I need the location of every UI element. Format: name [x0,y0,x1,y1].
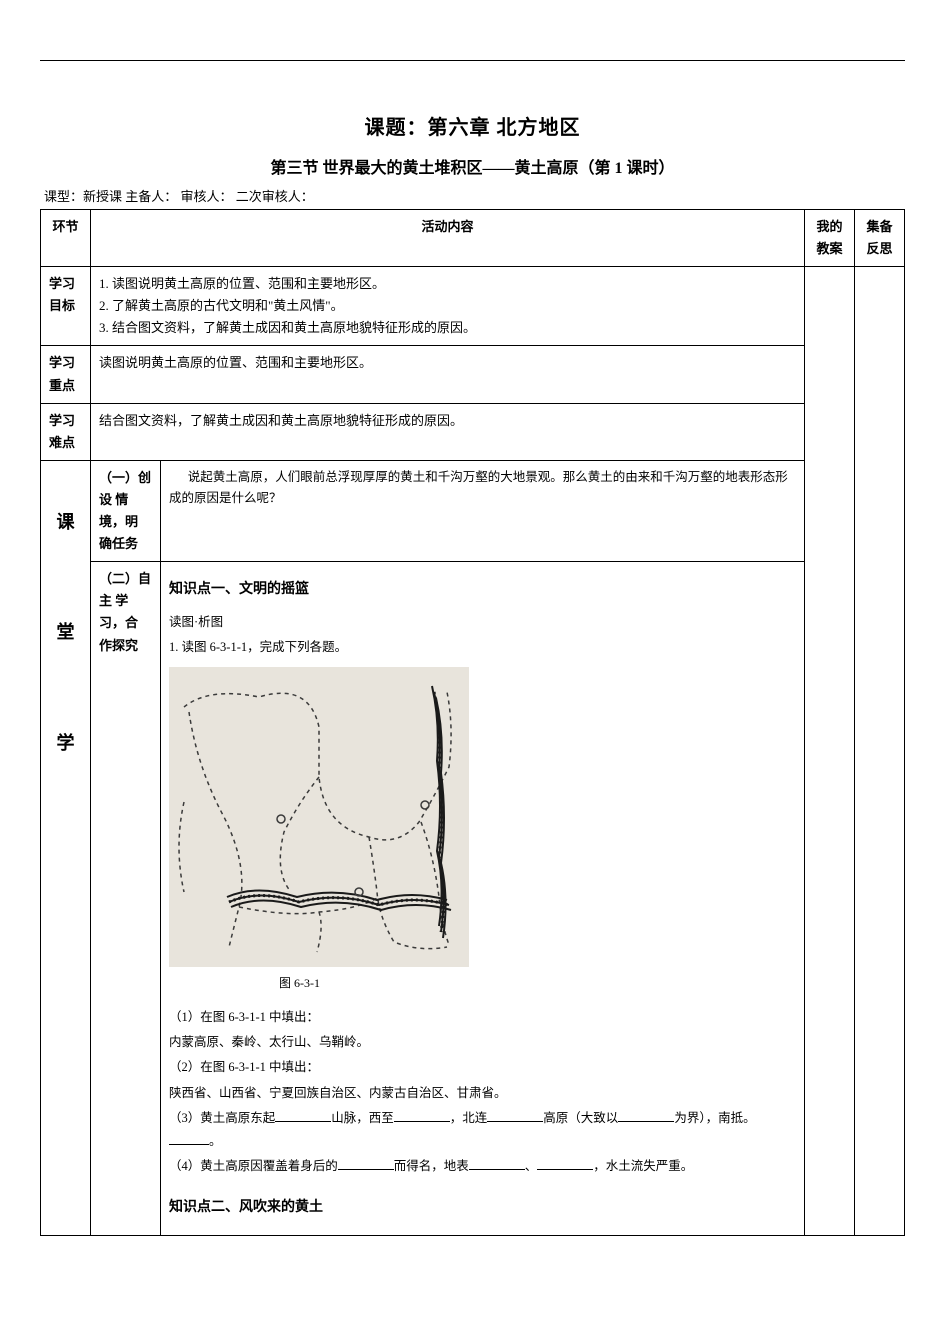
row-focus-content: 读图说明黄土高原的位置、范围和主要地形区。 [91,346,805,403]
classroom-char-3: 学 [57,728,75,759]
blank-3 [487,1109,543,1122]
blank-7 [469,1158,525,1171]
header-activity: 活动内容 [91,210,805,267]
top-rule [40,60,905,61]
row-focus-label: 学习重点 [41,346,91,403]
a3-p5: 为界），南抵 [674,1111,743,1125]
answer-2: （2）在图 6-3-1-1 中填出： [169,1057,796,1078]
knowledge-point-1: 知识点一、文明的摇篮 [169,578,796,602]
classroom-char-2: 堂 [57,617,75,648]
course-meta: 课型：新授课 主备人： 审核人： 二次审核人： [40,186,905,205]
a3-p4: 高原（大致以 [543,1111,618,1125]
row-difficulty-label: 学习难点 [41,403,91,460]
knowledge-point-2: 知识点二、风吹来的黄土 [169,1196,796,1220]
a4-p1: （4）黄土高原因覆盖着身后的 [169,1159,338,1173]
mycase-cell [805,267,855,1236]
blank-5 [169,1133,209,1146]
reflect-cell [855,267,905,1236]
blank-4 [618,1109,674,1122]
a4-p4: ，水土流失严重。 [593,1159,693,1173]
header-mycase: 我的教案 [805,210,855,267]
answer-3-cont: 。 [169,1131,796,1152]
goal-line-3: 3. 结合图文资料，了解黄土成因和黄土高原地貌特征形成的原因。 [99,317,796,339]
figure-caption: 图 6-3-1 [169,973,796,993]
part2-sub: （二）自 主 学习，合 作探究 [91,562,161,1236]
blank-1 [275,1109,331,1122]
part1-text: 说起黄土高原，人们眼前总浮现厚厚的黄土和千沟万壑的大地景观。那么黄土的由来和千沟… [169,467,796,510]
a3-p3: ，北连 [450,1111,488,1125]
a4-p2: 而得名，地表 [394,1159,469,1173]
answer-1: （1）在图 6-3-1-1 中填出： [169,1007,796,1028]
map-figure [169,667,469,967]
blank-8 [537,1158,593,1171]
row-difficulty-content: 结合图文资料，了解黄土成因和黄土高原地貌特征形成的原因。 [91,403,805,460]
row-goal-content: 1. 读图说明黄土高原的位置、范围和主要地形区。 2. 了解黄土高原的古代文明和… [91,267,805,346]
answer-1b: 内蒙高原、秦岭、太行山、乌鞘岭。 [169,1032,796,1053]
a3-p2: 山脉，西至 [331,1111,394,1125]
part1-sub: （一）创 设 情境，明 确任务 [91,460,161,561]
a3-p6: 。 [743,1111,756,1125]
goal-line-2: 2. 了解黄土高原的古代文明和"黄土风情"。 [99,295,796,317]
classroom-char-1: 课 [57,507,75,538]
answer-2b: 陕西省、山西省、宁夏回族自治区、内蒙古自治区、甘肃省。 [169,1083,796,1104]
a4-p3: 、 [525,1159,538,1173]
answer-3: （3）黄土高原东起 山脉，西至 ，北连 高原（大致以 为界），南抵。 [169,1108,796,1129]
header-reflect: 集备反思 [855,210,905,267]
row-goal-label: 学习目标 [41,267,91,346]
a3-p1: （3）黄土高原东起 [169,1111,275,1125]
a3-period: 。 [209,1134,222,1148]
header-segment: 环节 [41,210,91,267]
goal-line-1: 1. 读图说明黄土高原的位置、范围和主要地形区。 [99,273,796,295]
answer-4: （4）黄土高原因覆盖着身后的 而得名，地表 、 ，水土流失严重。 [169,1156,796,1177]
blank-6 [338,1158,394,1171]
row-classroom-label: 课 堂 学 [41,460,91,1236]
part1-content: 说起黄土高原，人们眼前总浮现厚厚的黄土和千沟万壑的大地景观。那么黄土的由来和千沟… [161,460,805,561]
map-svg [169,667,469,967]
part2-content: 知识点一、文明的摇篮 读图·析图 1. 读图 6-3-1-1，完成下列各题。 图… [161,562,805,1236]
page-title: 课题：第六章 北方地区 [40,111,905,140]
read-title: 读图·析图 [169,612,796,633]
question-1: 1. 读图 6-3-1-1，完成下列各题。 [169,637,796,658]
page-subtitle: 第三节 世界最大的黄土堆积区——黄土高原（第 1 课时） [40,154,905,178]
lesson-table: 环节 活动内容 我的教案 集备反思 学习目标 1. 读图说明黄土高原的位置、范围… [40,209,905,1236]
blank-2 [394,1109,450,1122]
